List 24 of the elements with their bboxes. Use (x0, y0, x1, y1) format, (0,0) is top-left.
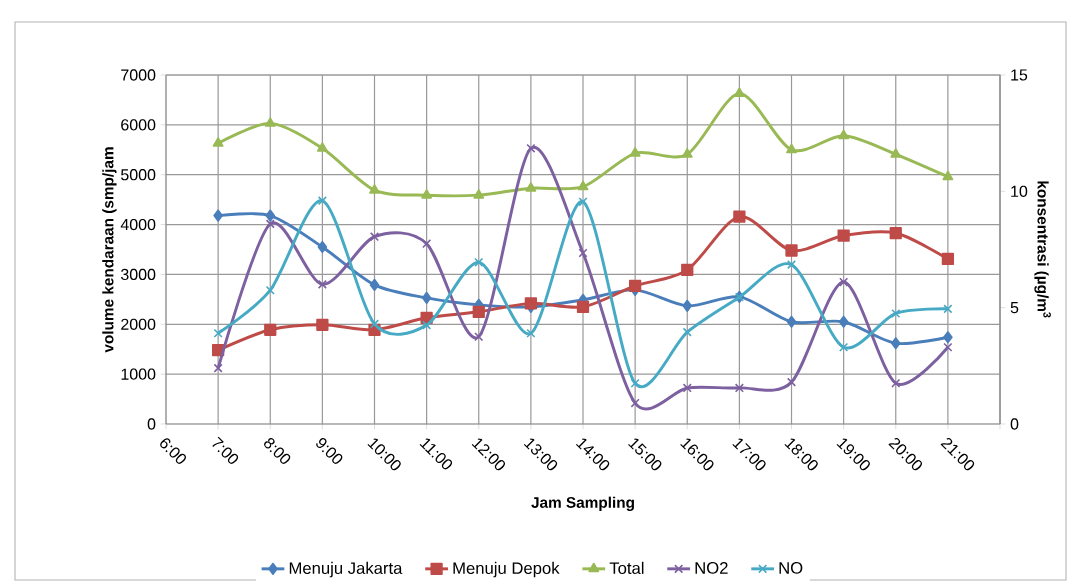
legend-label: Menuju Depok (453, 561, 560, 578)
legend-label: NO (779, 562, 803, 574)
x-tick-label: 7:00 (212, 436, 239, 464)
legend-label: NO2 (695, 562, 728, 574)
y-axis-title: volume kendaraan (smp/jam (102, 147, 117, 353)
y-tick-label: 1000 (121, 368, 156, 380)
x-tick-label: 8:00 (264, 437, 291, 464)
y-tick-label: 7000 (121, 69, 156, 81)
y-tick-label: 6000 (121, 119, 156, 131)
y-tick-label: 5000 (121, 169, 156, 181)
x-tick-label: 6:00 (160, 438, 186, 464)
y2-tick-label: 10 (1011, 185, 1028, 197)
y2-tick-label: 15 (1011, 69, 1028, 81)
y2-tick-label: 5 (1010, 302, 1019, 314)
y-tick-label: 2000 (121, 318, 156, 330)
y2-axis-title: konsentrasi (µg/m$^{3}$ (1034, 181, 1051, 318)
legend-label: Menuju Jakarta (289, 561, 403, 578)
y-tick-label: 4000 (120, 218, 156, 231)
y-tick-label: 3000 (120, 268, 156, 281)
y-tick-label: 0 (147, 418, 156, 430)
x-tick-label: 9:00 (316, 437, 343, 464)
x-axis-title: Jam Sampling (531, 496, 634, 511)
y2-tick-label: 0 (1010, 418, 1019, 430)
legend-label: Total (609, 561, 644, 575)
